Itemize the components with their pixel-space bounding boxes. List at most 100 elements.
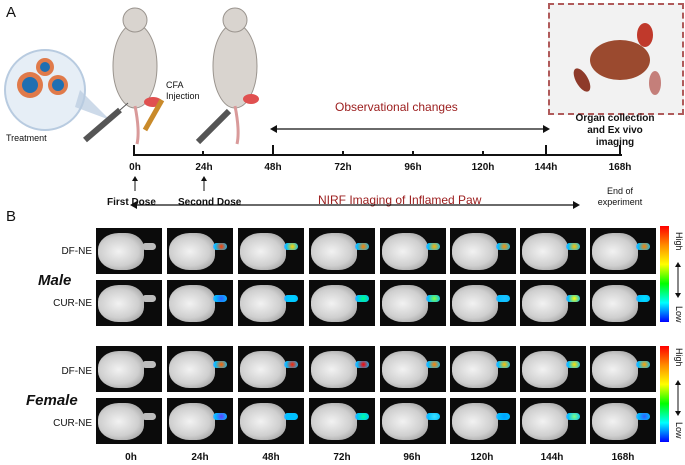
image-time-label: 24h xyxy=(191,452,209,463)
paw-region xyxy=(496,361,510,368)
mouse-image xyxy=(240,351,286,388)
paw-region xyxy=(426,243,440,250)
nirf-image xyxy=(96,280,162,326)
organ-collection-box xyxy=(548,3,684,115)
mouse-image xyxy=(452,351,498,388)
nirf-image xyxy=(450,280,516,326)
image-time-label: 0h xyxy=(125,452,137,463)
sex-label-female: Female xyxy=(26,392,78,409)
up-arrow-icon xyxy=(201,176,207,191)
paw-region xyxy=(355,243,369,250)
mouse-image xyxy=(522,403,568,440)
first-dose-label: First Dose xyxy=(107,197,156,208)
row-label-male-df-ne: DF-NE xyxy=(61,246,92,257)
timeline-tick: 72h xyxy=(334,162,352,173)
colorbar-male xyxy=(660,226,669,322)
mouse-image xyxy=(452,403,498,440)
nirf-image xyxy=(96,398,162,444)
paw-region xyxy=(284,361,298,368)
nirf-image xyxy=(520,346,586,392)
mouse-image xyxy=(452,233,498,270)
nirf-image xyxy=(590,346,656,392)
paw-region xyxy=(142,295,156,302)
paw-region xyxy=(284,243,298,250)
double-arrow-icon xyxy=(675,262,681,298)
mouse-illustration-2 xyxy=(212,7,259,145)
mouse-image xyxy=(592,351,638,388)
paw-region xyxy=(636,361,650,368)
timeline-axis xyxy=(133,145,622,156)
nirf-image xyxy=(590,280,656,326)
nirf-image xyxy=(96,228,162,274)
image-time-label: 96h xyxy=(403,452,421,463)
row-label-female-df-ne: DF-NE xyxy=(61,366,92,377)
paw-region xyxy=(636,243,650,250)
paw-region xyxy=(142,243,156,250)
colorbar-high-label: High xyxy=(674,232,684,251)
panel-b-label: B xyxy=(6,208,17,225)
nirf-image xyxy=(590,398,656,444)
paw-region xyxy=(426,361,440,368)
timeline-tick: 96h xyxy=(404,162,422,173)
nirf-image xyxy=(238,228,304,274)
mouse-image xyxy=(382,285,428,322)
row-label-female-cur-ne: CUR-NE xyxy=(53,418,92,429)
organs-illustration xyxy=(573,23,661,95)
image-time-label: 72h xyxy=(333,452,351,463)
nanoparticle-inset xyxy=(4,49,110,131)
image-time-label: 120h xyxy=(470,452,494,463)
nirf-image xyxy=(450,398,516,444)
timeline-tick: 0h xyxy=(129,162,141,173)
mouse-image xyxy=(452,285,498,322)
paw-region xyxy=(566,295,580,302)
nirf-image xyxy=(450,346,516,392)
paw-region xyxy=(284,413,298,420)
mouse-image xyxy=(169,403,215,440)
up-arrow-icon xyxy=(132,176,138,191)
nirf-image xyxy=(380,228,446,274)
nirf-image xyxy=(309,280,375,326)
paw-region xyxy=(355,361,369,368)
mouse-image xyxy=(240,403,286,440)
timeline-tick: 168h xyxy=(608,162,632,173)
paw-region xyxy=(496,243,510,250)
cfa-injection-label: CFA Injection xyxy=(166,80,200,101)
paw-region xyxy=(496,295,510,302)
panel-a-label: A xyxy=(6,4,17,21)
mouse-image xyxy=(522,233,568,270)
nirf-image xyxy=(520,280,586,326)
timeline-tick: 48h xyxy=(264,162,282,173)
nirf-image xyxy=(520,398,586,444)
mouse-image xyxy=(382,351,428,388)
nirf-image xyxy=(380,398,446,444)
mouse-image xyxy=(522,285,568,322)
paw-region xyxy=(426,295,440,302)
mouse-image xyxy=(382,233,428,270)
paw-region xyxy=(142,361,156,368)
nirf-image xyxy=(96,346,162,392)
paw-region xyxy=(355,413,369,420)
nirf-image xyxy=(167,228,233,274)
syringe-icon xyxy=(83,102,129,143)
observational-changes-label: Observational changes xyxy=(335,100,458,114)
organ-collection-label: Organ collection and Ex vivo imaging xyxy=(575,113,655,148)
sex-label-male: Male xyxy=(38,272,72,289)
mouse-image xyxy=(522,351,568,388)
colorbar-female xyxy=(660,346,669,442)
mouse-image xyxy=(240,233,286,270)
nirf-image xyxy=(380,346,446,392)
row-label-male-cur-ne: CUR-NE xyxy=(53,298,92,309)
paw-region xyxy=(284,295,298,302)
nirf-image xyxy=(380,280,446,326)
image-time-label: 144h xyxy=(540,452,564,463)
colorbar-low-label: Low xyxy=(674,422,684,439)
timeline-tick: 24h xyxy=(195,162,213,173)
mouse-image xyxy=(311,351,357,388)
paw-region xyxy=(636,413,650,420)
mouse-image xyxy=(592,285,638,322)
paw-region xyxy=(142,413,156,420)
nirf-image xyxy=(238,346,304,392)
mouse-image xyxy=(311,403,357,440)
nirf-image xyxy=(590,228,656,274)
mouse-image xyxy=(382,403,428,440)
